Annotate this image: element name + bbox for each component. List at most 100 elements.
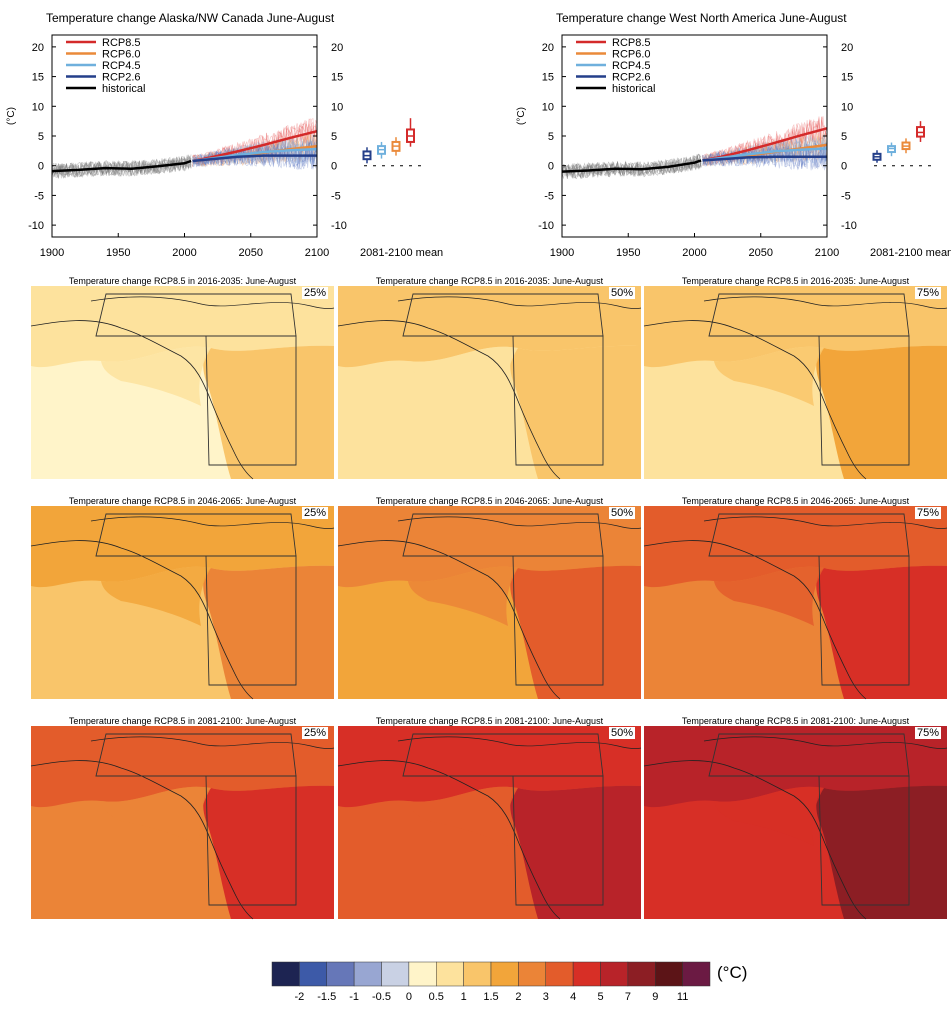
- map-coastline-north: [397, 516, 642, 529]
- map-coastline-north: [703, 296, 948, 309]
- map-title: Temperature change RCP8.5 in 2016-2035: …: [375, 276, 604, 286]
- ensemble-member-line: [702, 143, 828, 170]
- y-tick-label: -10: [538, 220, 554, 232]
- region-box-wna: [818, 775, 910, 906]
- region-box-wna: [512, 335, 604, 466]
- ensemble-member-line: [702, 135, 828, 166]
- map-field-interior: [510, 345, 641, 479]
- region-box-wna: [512, 775, 604, 906]
- colorbar-label: 11: [676, 991, 689, 1003]
- region-box-wna: [818, 335, 910, 466]
- legend-label: RCP4.5: [102, 60, 141, 72]
- timeseries-panel: 20 20 15 15 10 10 5 5 0 0 -5 -5 -10 -10 1900 1950 2000 20…: [6, 34, 443, 259]
- timeseries-panel: 20 20 15 15 10 10 5 5 0 0 -5 -5 -10 -10 1900 1950 2000 20…: [516, 34, 951, 259]
- colorbar-segment: [408, 961, 437, 987]
- y-tick-label: 20: [542, 42, 554, 54]
- map-title: Temperature change RCP8.5 in 2016-2035: …: [68, 276, 297, 286]
- map-coastline-north: [703, 516, 948, 529]
- colorbar-segment: [326, 961, 355, 987]
- y-tick-label-right: -5: [841, 190, 851, 202]
- colorbar-label: -1: [349, 991, 360, 1003]
- y-tick-label: 0: [548, 161, 554, 173]
- ensemble-member-line: [51, 156, 192, 178]
- colorbar-segment: [299, 961, 327, 987]
- map-field-interior: [816, 785, 947, 919]
- x-tick-label: 1900: [40, 247, 64, 259]
- map-panel: [337, 726, 642, 920]
- colorbar-segment: [655, 961, 683, 987]
- y-tick-label: 5: [548, 131, 554, 143]
- map-field-north: [644, 506, 947, 588]
- y-tick-label-right: 20: [331, 42, 343, 54]
- map-title: Temperature change RCP8.5 in 2081-2100: …: [68, 716, 297, 726]
- region-box-wna: [205, 335, 297, 466]
- map-title: Temperature change RCP8.5 in 2046-2065: …: [375, 496, 604, 506]
- colorbar-label: 0: [405, 991, 412, 1003]
- map-panel: [643, 286, 948, 480]
- colorbar-label: 5: [597, 991, 604, 1003]
- y-tick-label-right: -10: [331, 220, 347, 232]
- x-tick-label: 2100: [305, 247, 329, 259]
- x-tick-label: 2100: [815, 247, 839, 259]
- map-field-north: [31, 286, 334, 368]
- y-tick-label: 5: [38, 131, 44, 143]
- x-tick-label: 2050: [239, 247, 263, 259]
- timeseries-title: Temperature change West North America Ju…: [556, 11, 847, 25]
- ensemble-member-line: [702, 116, 828, 164]
- map-panel: [337, 286, 642, 480]
- x-tick-label: 2050: [749, 247, 773, 259]
- legend-label: RCP4.5: [612, 60, 651, 72]
- y-tick-label-right: 15: [841, 72, 853, 84]
- region-box-wna: [205, 555, 297, 686]
- map-panel: [30, 506, 335, 700]
- ensemble-member-line: [192, 134, 318, 167]
- box-label: 2081-2100 mean: [870, 247, 951, 259]
- y-tick-label-right: 0: [331, 161, 337, 173]
- ensemble-member-line: [702, 116, 828, 166]
- map-field-coast: [101, 346, 211, 406]
- y-tick-label-right: -10: [841, 220, 857, 232]
- ensemble-member-line: [51, 154, 192, 179]
- map-panel: [643, 726, 948, 920]
- map-panel: [30, 286, 335, 480]
- y-tick-label-right: -5: [331, 190, 341, 202]
- ensemble-member-line: [561, 156, 702, 179]
- y-axis-label: (°C): [516, 107, 527, 125]
- y-tick-label-right: 20: [841, 42, 853, 54]
- colorbar-unit: (°C): [717, 963, 748, 982]
- timeseries-title: Temperature change Alaska/NW Canada June…: [46, 11, 335, 25]
- y-tick-label-right: 15: [331, 72, 343, 84]
- map-field-interior: [816, 565, 947, 699]
- map-title: Temperature change RCP8.5 in 2046-2065: …: [681, 496, 910, 506]
- series-mean-line: [51, 159, 192, 173]
- colorbar-label: 7: [624, 991, 631, 1003]
- series-mean-line: [192, 154, 317, 163]
- y-tick-label: 20: [32, 42, 44, 54]
- ensemble-member-line: [702, 143, 828, 171]
- legend-label: historical: [102, 83, 145, 95]
- series-mean-line: [702, 155, 827, 162]
- map-field-interior: [510, 785, 641, 919]
- series-mean-line: [561, 159, 702, 173]
- percentile-label: 25%: [302, 287, 329, 299]
- colorbar-segment: [436, 961, 464, 987]
- colorbar-label: 1.5: [483, 991, 499, 1003]
- map-field-north: [338, 726, 641, 808]
- map-field-north: [338, 506, 641, 588]
- map-field-coast: [714, 786, 824, 846]
- colorbar-segment: [463, 961, 492, 987]
- ensemble-member-line: [192, 133, 318, 167]
- map-coastline: [643, 760, 867, 920]
- map-coastline-north: [90, 296, 335, 309]
- map-field-coast: [714, 346, 824, 406]
- ensemble-member-line: [561, 157, 702, 179]
- x-tick-label: 1950: [106, 247, 130, 259]
- map-coastline: [30, 320, 254, 480]
- colorbar-segment: [381, 961, 410, 987]
- colorbar-label: -1.5: [317, 991, 337, 1003]
- y-tick-label: -5: [544, 190, 554, 202]
- map-title: Temperature change RCP8.5 in 2016-2035: …: [681, 276, 910, 286]
- map-coastline-north: [90, 516, 335, 529]
- map-panel: [30, 726, 335, 920]
- colorbar-segment: [682, 961, 711, 987]
